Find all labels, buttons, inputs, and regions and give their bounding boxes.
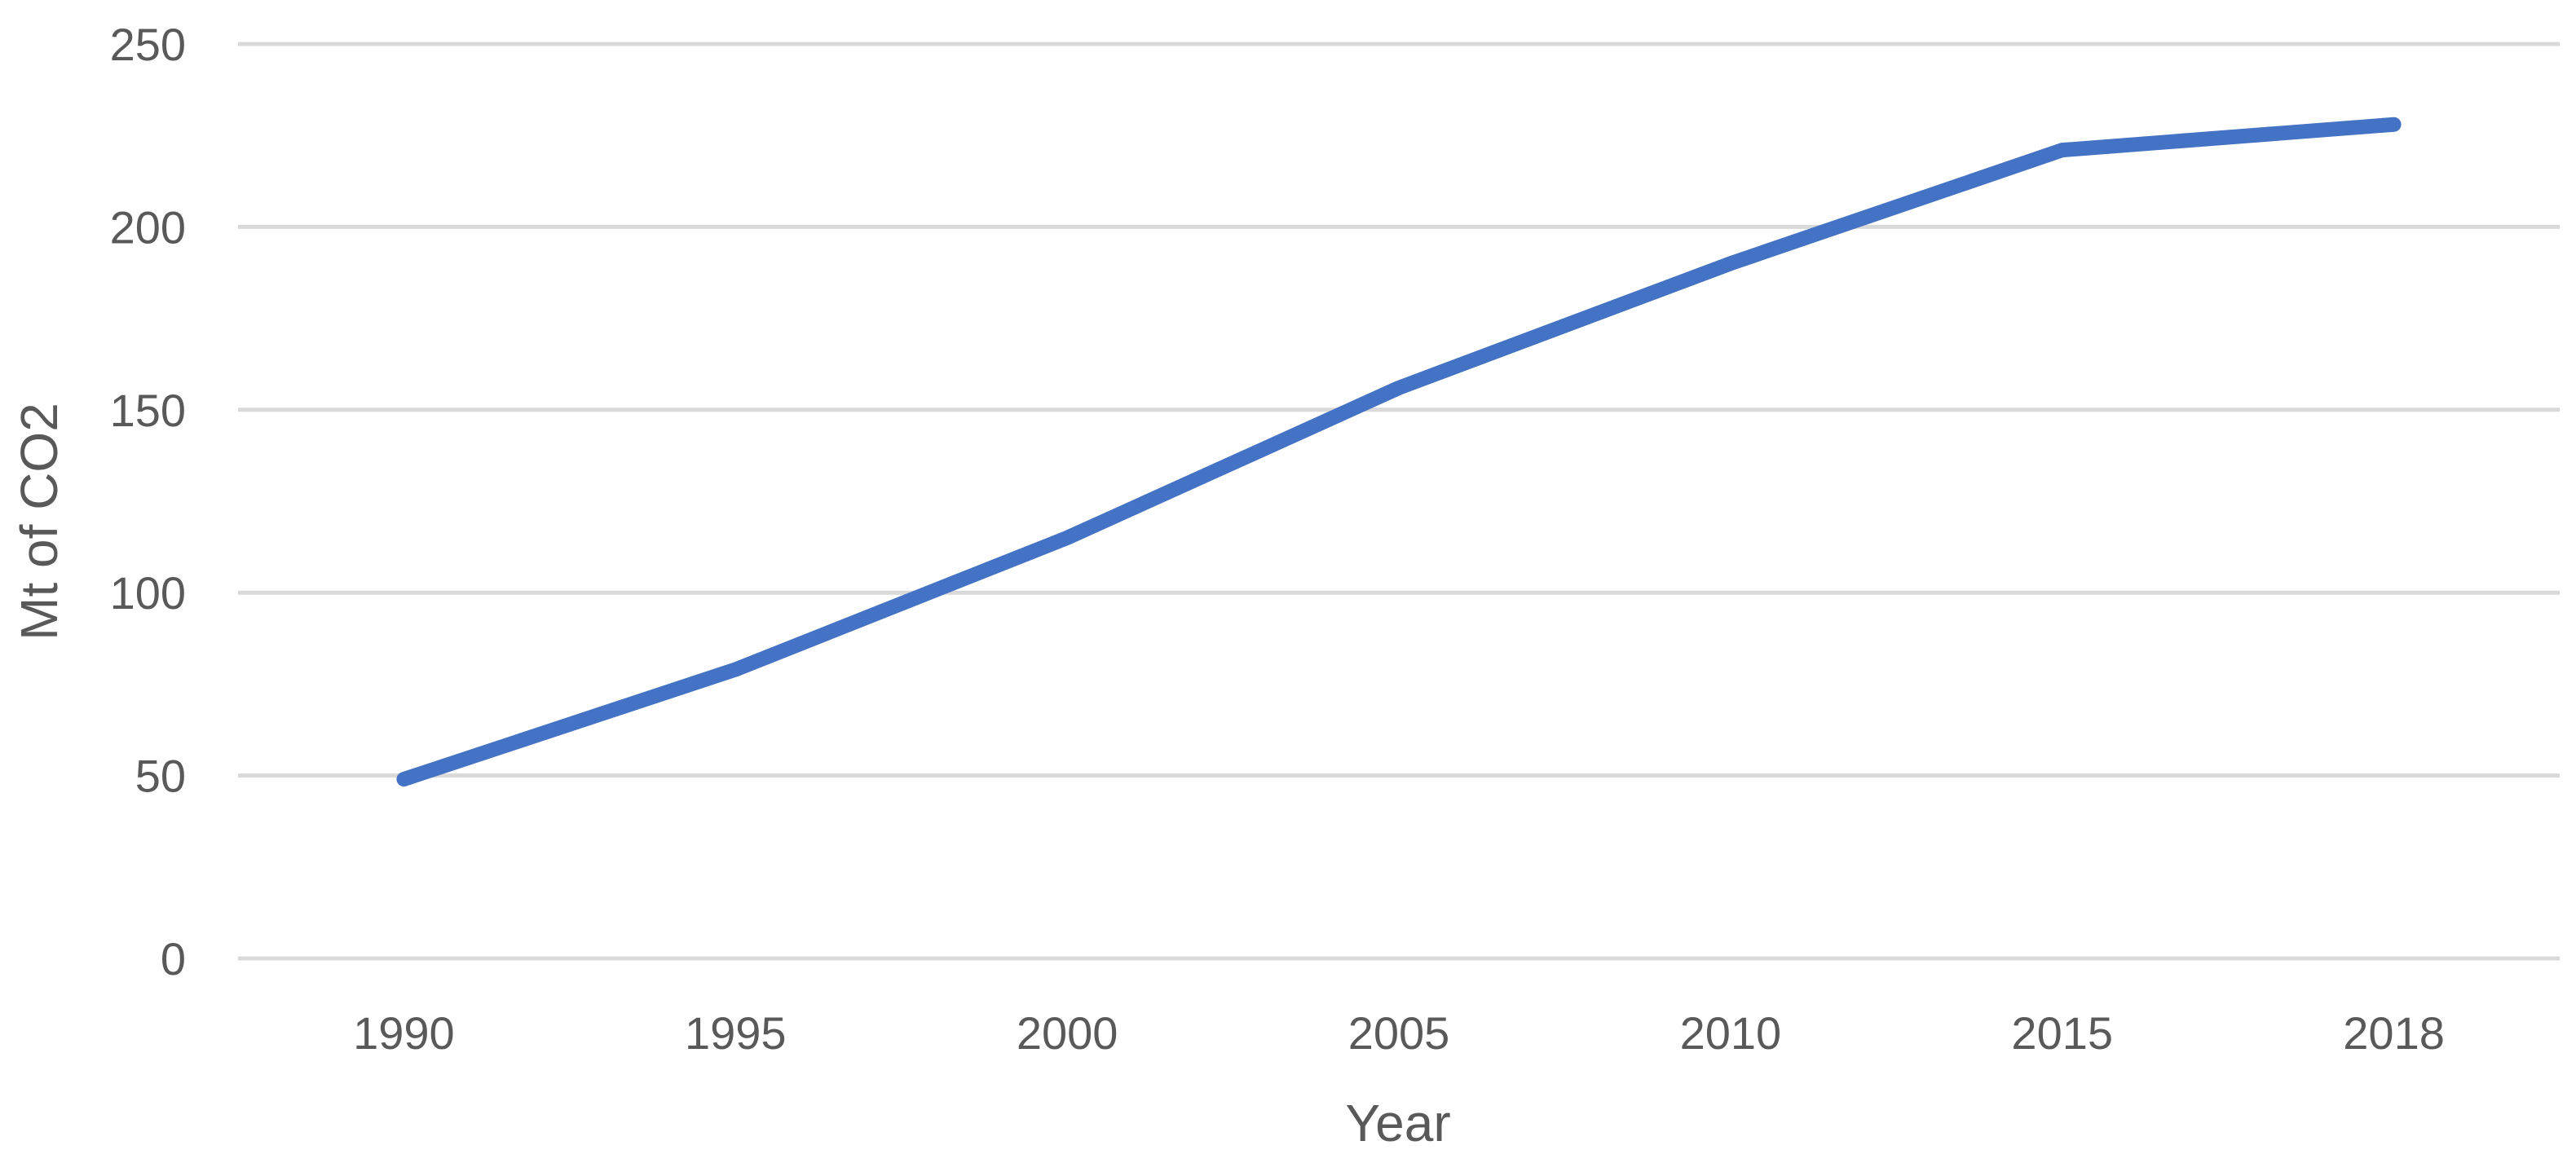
gridlines (238, 42, 2560, 961)
y-tick-label: 100 (110, 567, 186, 619)
x-tick-label: 2010 (1680, 1007, 1782, 1059)
y-axis-title: Mt of CO2 (10, 403, 68, 641)
y-tick-label: 200 (110, 201, 186, 253)
y-tick-label: 250 (110, 19, 186, 70)
y-tick-label: 0 (161, 933, 186, 985)
series-layer (396, 117, 2402, 787)
x-axis-title: Year (1345, 1094, 1450, 1152)
x-tick-label: 2005 (1348, 1007, 1450, 1059)
x-tick-label: 1990 (353, 1007, 455, 1059)
y-tick-label: 150 (110, 385, 186, 436)
x-tick-label: 2018 (2343, 1007, 2445, 1059)
x-tick-label: 2015 (2011, 1007, 2113, 1059)
x-axis-ticks: 1990 1995 2000 2005 2010 2015 2018 (353, 1007, 2445, 1059)
x-tick-label: 2000 (1017, 1007, 1118, 1059)
x-tick-label: 1995 (685, 1007, 787, 1059)
series-line (396, 117, 2402, 787)
y-tick-label: 50 (135, 751, 186, 802)
y-axis-ticks: 0 50 100 150 200 250 (110, 19, 186, 985)
